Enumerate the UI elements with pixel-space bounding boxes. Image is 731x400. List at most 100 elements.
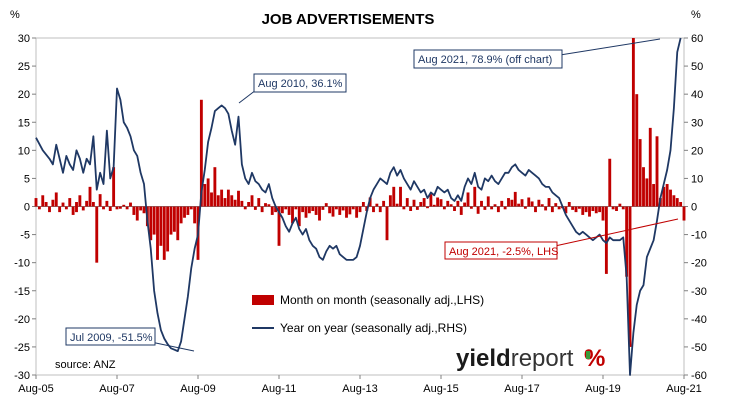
yoy-line-path xyxy=(35,37,682,376)
left-tick-label: 5 xyxy=(24,173,30,185)
mom-bar xyxy=(233,199,237,207)
mom-bar xyxy=(635,94,639,207)
mom-bar xyxy=(382,200,386,207)
mom-bar xyxy=(237,190,240,207)
mom-bar xyxy=(338,206,342,215)
mom-bar xyxy=(280,206,284,214)
right-tick-label: -30 xyxy=(691,286,707,298)
mom-bar xyxy=(115,206,119,210)
mom-bar xyxy=(81,206,85,211)
mom-bar xyxy=(358,206,362,213)
right-tick-label: 30 xyxy=(691,117,703,129)
mom-bar xyxy=(274,206,278,213)
mom-bar xyxy=(64,206,68,210)
mom-bar xyxy=(203,184,207,207)
mom-bar xyxy=(58,206,62,213)
mom-bar xyxy=(598,206,602,213)
mom-bar xyxy=(142,206,146,214)
mom-bar xyxy=(507,198,510,207)
x-tick-label: Aug-11 xyxy=(262,383,297,395)
chart-title: JOB ADVERTISEMENTS xyxy=(262,11,435,28)
mom-bar xyxy=(388,195,392,207)
mom-bar xyxy=(669,189,672,207)
mom-bar xyxy=(129,202,132,207)
right-tick-label: 10 xyxy=(691,173,703,185)
mom-bar xyxy=(648,127,652,207)
mom-bar xyxy=(372,206,375,213)
mom-bar xyxy=(426,206,429,209)
mom-bar xyxy=(547,198,551,207)
mom-bar xyxy=(71,206,75,215)
mom-bar xyxy=(294,206,298,210)
legend: Month on month (seasonally adj.,LHS) Yea… xyxy=(252,293,484,335)
mom-bar xyxy=(284,206,288,210)
mom-bar xyxy=(54,192,58,207)
left-tick-label: -30 xyxy=(14,370,30,382)
x-tick-label: Aug-17 xyxy=(504,383,539,395)
mom-bar xyxy=(355,206,359,218)
mom-bar xyxy=(422,198,426,207)
mom-bar xyxy=(41,195,45,207)
mom-bar xyxy=(638,139,642,207)
mom-bar xyxy=(253,206,257,210)
right-tick-label: 40 xyxy=(691,89,703,101)
left-tick-label: -5 xyxy=(20,230,30,242)
yieldreport-logo: yieldreport % xyxy=(456,345,605,372)
logo-word-part2: report xyxy=(511,345,574,372)
mom-bar xyxy=(625,206,629,277)
mom-bar xyxy=(449,204,453,207)
mom-bar xyxy=(584,206,588,213)
legend-bar-label: Month on month (seasonally adj.,LHS) xyxy=(280,293,484,307)
mom-bar xyxy=(412,199,416,207)
logo-word-part1: yield xyxy=(456,345,511,372)
mom-bar xyxy=(287,206,291,215)
mom-bar xyxy=(210,192,213,207)
mom-bar xyxy=(334,206,338,210)
right-tick-label: -50 xyxy=(691,342,707,354)
mom-bar xyxy=(98,194,102,207)
annotation-aug-2010: Aug 2010, 36.1% xyxy=(238,73,347,104)
mom-bar xyxy=(260,206,264,213)
mom-bar xyxy=(149,206,153,241)
right-tick-label: 50 xyxy=(691,61,703,73)
mom-bar xyxy=(662,186,666,207)
mom-bar xyxy=(665,184,669,207)
mom-bar xyxy=(402,206,406,210)
mom-bar xyxy=(415,206,419,210)
mom-bar xyxy=(540,204,544,207)
mom-bar xyxy=(368,197,372,207)
annotation-aug-2021-yoy-text: Aug 2021, 78.9% (off chart) xyxy=(418,54,552,66)
mom-bar xyxy=(51,199,55,207)
mom-bar xyxy=(75,202,78,207)
left-tick-label: -25 xyxy=(14,342,30,354)
annotation-jul-2009-text: Jul 2009, -51.5% xyxy=(70,332,153,344)
mom-bar xyxy=(112,167,116,207)
mom-bar xyxy=(530,201,534,207)
left-axis: 30 25 20 15 10 5 0 -5 -10 -15 -20 -25 -30 xyxy=(14,33,36,382)
right-tick-label: 20 xyxy=(691,145,703,157)
mom-bar xyxy=(156,206,159,260)
mom-bar xyxy=(102,206,105,210)
left-tick-label: 25 xyxy=(18,61,30,73)
mom-bar xyxy=(655,136,659,207)
left-tick-label: 30 xyxy=(18,33,30,45)
mom-bar xyxy=(419,202,423,207)
right-tick-label: -60 xyxy=(691,370,707,382)
mom-bar xyxy=(496,206,500,213)
mom-bar xyxy=(446,200,450,207)
mom-bar xyxy=(277,206,281,246)
mom-bar xyxy=(108,206,112,211)
legend-bar-swatch xyxy=(252,295,274,305)
mom-bar xyxy=(442,206,446,210)
mom-bar xyxy=(345,206,348,218)
mom-bar xyxy=(510,199,514,207)
mom-bar xyxy=(621,206,625,210)
left-tick-label: -10 xyxy=(14,258,30,270)
mom-bar xyxy=(459,206,463,215)
mom-bar xyxy=(645,178,649,207)
left-tick-label: 10 xyxy=(18,145,30,157)
mom-bar xyxy=(152,206,156,235)
mom-bar xyxy=(631,38,635,207)
mom-bar xyxy=(588,206,591,217)
